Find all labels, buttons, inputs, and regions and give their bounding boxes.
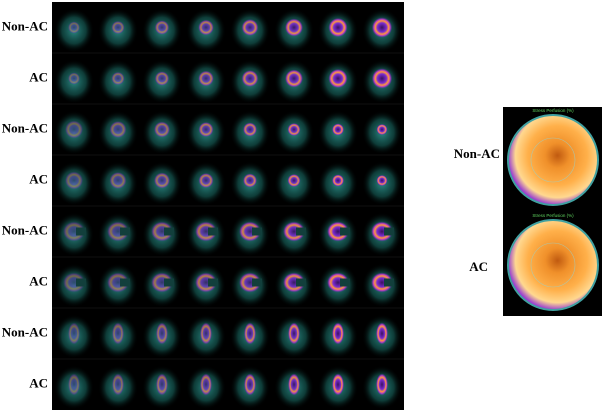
polar-ring [530, 137, 576, 183]
opening [164, 278, 174, 287]
myocardium [65, 171, 83, 190]
opening [296, 278, 306, 287]
opening [120, 227, 130, 236]
myocardium [109, 172, 127, 189]
labels: Non-AC AC Non-AC AC Non-AC AC Non-AC AC Non-AC AC [2, 18, 500, 390]
myocardium [198, 173, 214, 188]
myocardium [112, 322, 124, 345]
opening [76, 227, 86, 236]
myocardium [287, 174, 301, 187]
myocardium [376, 373, 388, 396]
myocardium [109, 121, 127, 138]
myocardium [154, 172, 170, 189]
myocardium [327, 221, 349, 242]
opening [384, 278, 394, 287]
myocardium [154, 71, 170, 86]
myocardium [241, 19, 259, 36]
cells: Stress Perfusion (%) Stress Perfusion (%) [52, 8, 599, 410]
opening [252, 227, 262, 236]
myocardium [198, 122, 214, 137]
myocardium [283, 272, 305, 293]
myocardium [244, 373, 256, 396]
row-label: AC [29, 69, 48, 84]
myocardium [156, 373, 168, 396]
polar-map [507, 114, 599, 206]
myocardium [332, 373, 344, 396]
opening [164, 227, 174, 236]
myocardium [112, 373, 124, 396]
myocardium [239, 221, 261, 242]
myocardium [68, 72, 80, 85]
row-label: Non-AC [2, 18, 48, 33]
opening [340, 227, 350, 236]
polar-ring [530, 242, 576, 288]
myocardium [63, 272, 85, 293]
opening [252, 278, 262, 287]
myocardium [244, 322, 256, 345]
myocardium [68, 373, 80, 396]
myocardium [371, 68, 393, 89]
myocardium [376, 175, 388, 186]
myocardium [285, 18, 303, 37]
polar-title: Stress Perfusion (%) [532, 108, 574, 113]
opening [208, 227, 218, 236]
myocardium [151, 272, 173, 293]
myocardium [68, 322, 80, 345]
myocardium [200, 322, 212, 345]
myocardium [328, 17, 348, 38]
myocardium [285, 69, 303, 88]
myocardium [154, 20, 170, 35]
myocardium [371, 17, 393, 38]
myocardium [65, 120, 83, 139]
myocardium [107, 221, 129, 242]
myocardium [239, 272, 261, 293]
myocardium [371, 272, 393, 293]
myocardium [107, 272, 129, 293]
myocardium [332, 322, 344, 345]
opening [208, 278, 218, 287]
myocardium [195, 221, 217, 242]
opening [120, 278, 130, 287]
myocardium [371, 221, 393, 242]
myocardium [241, 70, 259, 87]
row-label: AC [29, 171, 48, 186]
myocardium [328, 68, 348, 89]
myocardium [332, 174, 344, 187]
polar-label: AC [469, 259, 488, 274]
myocardium [198, 70, 214, 87]
myocardium [243, 122, 257, 137]
myocardium [288, 322, 300, 345]
myocardium [111, 71, 125, 86]
myocardium [288, 373, 300, 396]
myocardium [376, 322, 388, 345]
polar-map [507, 219, 599, 311]
myocardium [195, 272, 217, 293]
myocardium [287, 123, 301, 136]
myocardium [68, 21, 80, 34]
opening [340, 278, 350, 287]
row-label: AC [29, 375, 48, 390]
myocardium [243, 173, 257, 188]
opening [296, 227, 306, 236]
myocardium [283, 221, 305, 242]
row-label: AC [29, 273, 48, 288]
myocardium [151, 221, 173, 242]
row-label: Non-AC [2, 120, 48, 135]
myocardium [332, 123, 344, 136]
opening [76, 278, 86, 287]
myocardium [198, 19, 214, 36]
myocardium [154, 121, 170, 138]
myocardium [156, 322, 168, 345]
myocardium [200, 373, 212, 396]
polar-label: Non-AC [454, 146, 500, 161]
row-label: Non-AC [2, 324, 48, 339]
myocardium [63, 221, 85, 242]
polar-title: Stress Perfusion (%) [532, 213, 574, 218]
myocardium [376, 124, 388, 135]
myocardium [327, 272, 349, 293]
opening [384, 227, 394, 236]
myocardium [111, 20, 125, 35]
row-label: Non-AC [2, 222, 48, 237]
